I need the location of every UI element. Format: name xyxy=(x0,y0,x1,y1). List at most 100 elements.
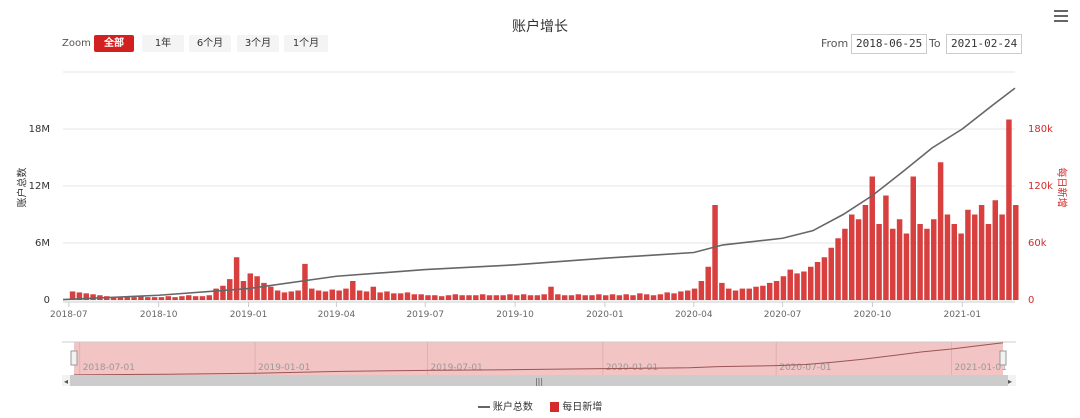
daily-bar xyxy=(404,292,411,300)
daily-bar xyxy=(548,286,554,300)
to-date-input[interactable]: 2021-02-24 xyxy=(946,34,1023,54)
range-button-1y[interactable]: 1年 xyxy=(142,35,184,52)
x-tick-label: 2019-10 xyxy=(496,310,534,320)
daily-bar xyxy=(520,294,527,300)
daily-bar xyxy=(418,294,424,300)
y-left-tick-label: 18M xyxy=(29,124,50,135)
y-left-title: 账户总数 xyxy=(17,167,29,208)
daily-bar xyxy=(295,290,301,300)
scrollbar-grip-icon: ||| xyxy=(535,377,543,386)
daily-bar xyxy=(192,296,199,300)
daily-bar xyxy=(274,290,281,300)
daily-bar xyxy=(213,288,219,300)
daily-bar xyxy=(965,209,971,300)
daily-bar xyxy=(903,233,910,300)
daily-bar xyxy=(438,296,445,300)
daily-bar xyxy=(582,295,588,300)
range-button-1m[interactable]: 1个月 xyxy=(284,35,328,52)
daily-bar xyxy=(896,219,903,300)
daily-bar xyxy=(541,294,547,300)
daily-bar xyxy=(814,262,821,300)
daily-bar xyxy=(343,288,349,300)
daily-bar xyxy=(609,294,616,300)
from-label: From xyxy=(821,37,849,50)
daily-bar xyxy=(233,257,240,300)
daily-bar xyxy=(302,263,308,300)
daily-bar xyxy=(309,288,315,300)
daily-bar xyxy=(910,176,916,300)
menu-button[interactable] xyxy=(1054,10,1068,22)
daily-bar xyxy=(671,293,677,300)
daily-bar xyxy=(842,228,848,300)
x-tick-label: 2018-10 xyxy=(140,310,178,320)
daily-bar xyxy=(473,295,479,300)
navigator-tick-label: 2019-07-01 xyxy=(430,363,482,373)
daily-bar xyxy=(220,285,226,300)
daily-bar xyxy=(336,290,342,300)
daily-bar xyxy=(555,294,561,300)
daily-bar xyxy=(623,294,629,300)
daily-bar xyxy=(240,281,247,300)
range-button-6m[interactable]: 6个月 xyxy=(189,35,231,52)
daily-bar xyxy=(397,293,404,300)
daily-bar xyxy=(760,285,766,300)
daily-bar xyxy=(999,214,1005,300)
daily-bar xyxy=(931,219,937,300)
daily-bar xyxy=(780,276,787,300)
total-accounts-line xyxy=(62,87,1016,301)
daily-bar xyxy=(917,224,923,300)
navigator-tick-label: 2021-01-01 xyxy=(955,363,1007,373)
daily-bar xyxy=(862,205,869,300)
daily-bar xyxy=(199,296,206,300)
daily-bar xyxy=(1006,119,1012,300)
daily-bar xyxy=(158,297,165,300)
daily-bar xyxy=(616,295,623,300)
from-date-input[interactable]: 2018-06-25 xyxy=(851,34,928,54)
daily-bar xyxy=(766,282,773,300)
range-button-3m[interactable]: 3个月 xyxy=(237,35,279,52)
range-button-all[interactable]: 全部 xyxy=(94,35,134,52)
y-right-title: 每日新增 xyxy=(1055,167,1067,208)
daily-bar xyxy=(568,295,575,300)
to-label: To xyxy=(929,37,941,50)
daily-bar xyxy=(514,295,520,300)
scrollbar-right-arrow-icon[interactable]: ▸ xyxy=(1008,377,1012,386)
daily-bar xyxy=(924,228,930,300)
daily-bar xyxy=(972,214,978,300)
daily-bar xyxy=(459,295,465,300)
daily-bar xyxy=(589,295,595,300)
daily-bar xyxy=(951,224,958,300)
legend-item-daily[interactable]: 每日新增 xyxy=(550,402,602,413)
daily-bar xyxy=(992,200,999,300)
daily-bar xyxy=(1013,205,1019,300)
daily-bar xyxy=(268,286,274,300)
daily-bar xyxy=(206,295,213,300)
daily-bar xyxy=(828,247,834,300)
daily-bar xyxy=(650,295,657,300)
daily-bar xyxy=(698,281,705,300)
daily-bar xyxy=(151,297,158,300)
daily-bar xyxy=(985,224,992,300)
y-left-tick-label: 0 xyxy=(44,295,50,306)
daily-bar xyxy=(808,266,814,300)
navigator-handle-right[interactable] xyxy=(999,350,1007,366)
chart-title: 账户增长 xyxy=(512,19,568,35)
daily-bar xyxy=(83,293,89,300)
daily-bar xyxy=(773,281,780,300)
y-right-tick-label: 0 xyxy=(1028,295,1034,306)
daily-bar xyxy=(288,291,295,300)
scrollbar-thumb[interactable] xyxy=(70,375,1008,386)
daily-bar xyxy=(165,296,171,300)
daily-bar xyxy=(370,286,377,300)
legend-item-total[interactable]: 账户总数 xyxy=(477,402,536,413)
navigator-series-line xyxy=(73,342,1004,376)
daily-bar xyxy=(637,293,643,300)
daily-bar xyxy=(978,205,985,300)
scrollbar-left-arrow-icon[interactable]: ◂ xyxy=(64,377,68,386)
daily-bar xyxy=(432,295,438,300)
daily-bar xyxy=(117,297,124,300)
navigator-handle-left[interactable] xyxy=(70,350,78,366)
daily-bar xyxy=(657,294,664,300)
daily-bar xyxy=(322,291,329,300)
